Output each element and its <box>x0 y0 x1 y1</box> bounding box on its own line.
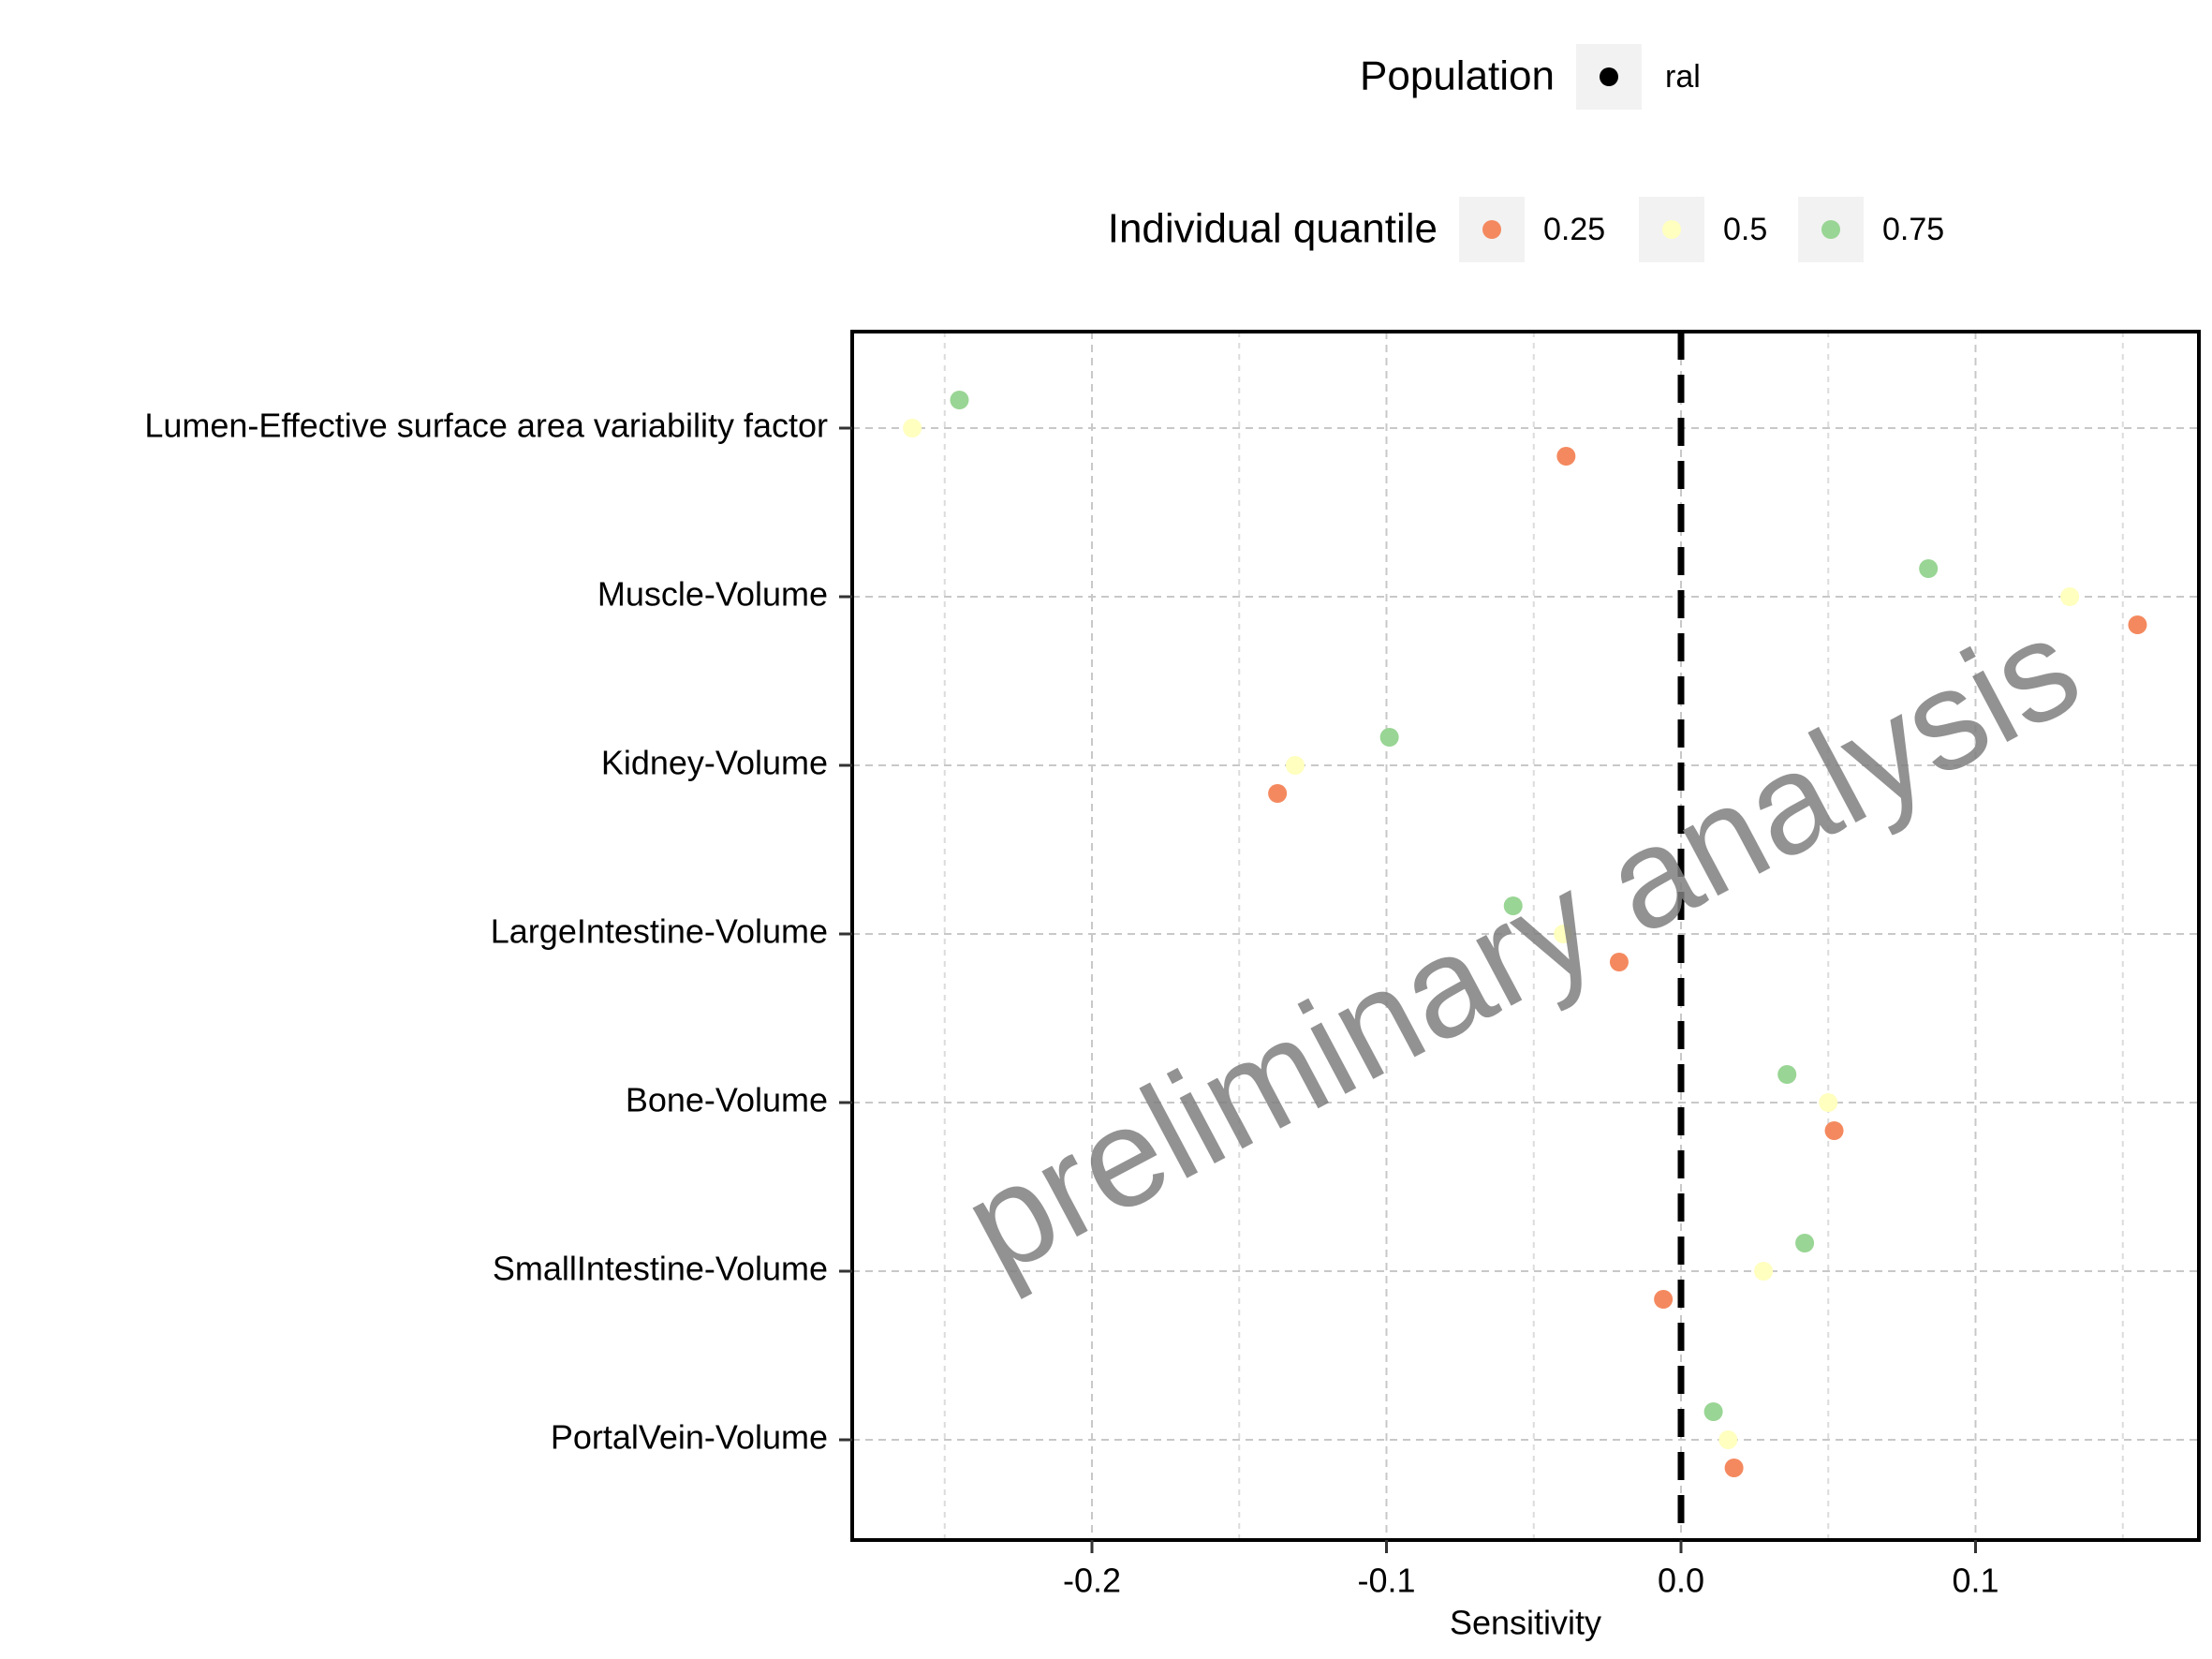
legend-quantile-key-075 <box>1821 220 1840 239</box>
plot-panel-border <box>850 330 2201 1542</box>
legend-quantile-key-05 <box>1662 220 1681 239</box>
data-point-05 <box>1718 1430 1738 1449</box>
legend-quantile-label-05: 0.5 <box>1723 212 1767 247</box>
legend-quantile-key-025 <box>1482 220 1501 239</box>
data-point-075 <box>1919 559 1939 578</box>
y-tick-label: Kidney-Volume <box>601 744 828 782</box>
data-point-05 <box>1286 756 1305 775</box>
data-point-025 <box>2128 615 2147 634</box>
legend-population-key <box>1600 67 1618 86</box>
y-tick-label: Muscle-Volume <box>597 575 828 614</box>
x-tick-label: -0.1 <box>1357 1562 1415 1600</box>
y-tick-label: SmallIntestine-Volume <box>493 1250 828 1288</box>
legend-population-label: ral <box>1665 59 1701 95</box>
data-point-075 <box>1503 896 1523 915</box>
y-axis: Lumen-Effective surface area variability… <box>144 407 852 1457</box>
y-tick-label: Bone-Volume <box>626 1081 828 1119</box>
data-point-05 <box>1819 1093 1838 1112</box>
x-tick-label: 0.1 <box>1952 1562 1998 1600</box>
data-point-05 <box>1754 1262 1774 1281</box>
legend-population: Population ral <box>1360 44 1701 110</box>
data-point-075 <box>950 391 969 409</box>
data-point-075 <box>1703 1402 1723 1421</box>
y-tick-label: LargeIntestine-Volume <box>491 912 828 951</box>
data-point-025 <box>1824 1121 1844 1140</box>
data-point-05 <box>1554 925 1573 943</box>
x-axis: -0.2 -0.1 0.0 0.1 <box>1063 1540 1999 1600</box>
y-tick-label: PortalVein-Volume <box>551 1418 828 1457</box>
data-point-025 <box>1609 953 1629 971</box>
data-point-075 <box>1795 1234 1815 1252</box>
data-point-025 <box>1654 1290 1674 1309</box>
legend-population-title: Population <box>1360 53 1555 99</box>
data-point-05 <box>2060 587 2080 606</box>
data-points <box>903 391 2147 1477</box>
x-tick-label: 0.0 <box>1658 1562 1704 1600</box>
data-point-075 <box>1379 728 1399 747</box>
watermark-text: preliminary analysis <box>939 586 2102 1305</box>
legend-quantile-title: Individual quantile <box>1108 206 1438 252</box>
data-point-025 <box>1268 784 1288 803</box>
data-point-025 <box>1556 447 1576 466</box>
x-axis-title: Sensitivity <box>1450 1604 1601 1642</box>
legend-quantile-label-025: 0.25 <box>1543 212 1605 247</box>
data-point-025 <box>1724 1459 1744 1477</box>
y-tick-label: Lumen-Effective surface area variability… <box>144 407 828 445</box>
x-tick-label: -0.2 <box>1063 1562 1121 1600</box>
legend-quantile-label-075: 0.75 <box>1882 212 1944 247</box>
data-point-05 <box>903 419 922 437</box>
legend-quantile: Individual quantile 0.25 0.5 0.75 <box>1108 197 1944 262</box>
data-point-075 <box>1777 1065 1797 1084</box>
